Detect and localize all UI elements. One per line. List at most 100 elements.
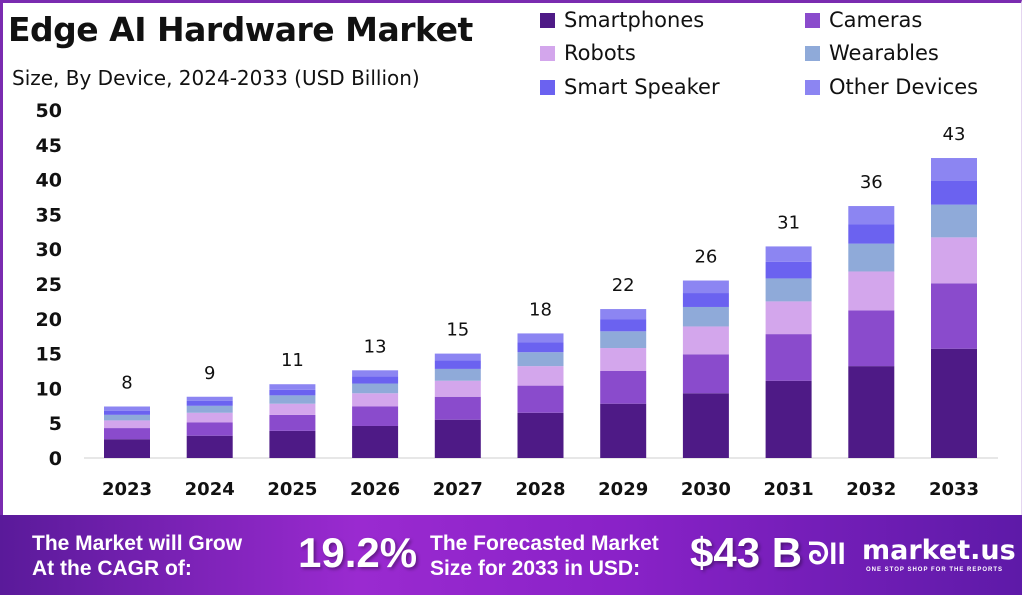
bar-total-label: 9 [204, 363, 215, 384]
bar-segment-wearables [600, 331, 647, 349]
legend-label: Smartphones [564, 8, 705, 32]
bar-segment-other-devices [352, 370, 399, 377]
bar-segment-robots [352, 393, 399, 407]
legend: Smartphones Cameras Robots Wearables Sma… [540, 8, 1010, 104]
bar-segment-cameras [352, 406, 399, 426]
legend-item-wearables: Wearables [805, 41, 939, 65]
legend-label: Wearables [829, 41, 939, 65]
bar-segment-smart-speaker [848, 224, 895, 244]
bar-segment-smart-speaker [352, 376, 399, 384]
y-tick-label: 15 [36, 344, 62, 366]
bar-segment-cameras [600, 371, 647, 404]
legend-item-other-devices: Other Devices [805, 75, 978, 99]
bar-segment-wearables [848, 243, 895, 272]
legend-label: Smart Speaker [564, 75, 720, 99]
x-tick-label: 2032 [846, 479, 896, 500]
bar-segment-other-devices [269, 384, 316, 390]
x-tick-label: 2033 [929, 479, 979, 500]
x-tick-label: 2027 [433, 479, 483, 500]
legend-item-smart-speaker: Smart Speaker [540, 75, 720, 99]
bar-total-label: 43 [943, 124, 966, 145]
legend-swatch [540, 45, 555, 61]
bar-segment-robots [186, 412, 233, 423]
bar-segment-other-devices [765, 246, 812, 262]
bar-segment-other-devices [517, 333, 564, 343]
bar-total-label: 31 [777, 212, 800, 233]
bar-segment-smartphones [352, 425, 399, 458]
y-tick-label: 25 [36, 274, 62, 296]
x-tick-label: 2030 [681, 479, 731, 500]
y-tick-label: 20 [36, 309, 62, 331]
bar-segment-wearables [931, 204, 977, 238]
bar-segment-cameras [517, 385, 564, 413]
legend-item-robots: Robots [540, 41, 636, 65]
bar-segment-smart-speaker [682, 293, 729, 307]
bar-total-label: 11 [281, 350, 304, 371]
bar-segment-smartphones [186, 435, 233, 458]
summary-banner: The Market will Grow At the CAGR of: 19.… [0, 515, 1022, 595]
bar-segment-wearables [186, 405, 233, 413]
bar-segment-robots [682, 326, 729, 355]
bar-segment-smart-speaker [186, 400, 233, 406]
x-tick-label: 2023 [102, 479, 152, 500]
forecast-value: $43 B [690, 529, 803, 576]
bar-segment-wearables [352, 383, 399, 394]
cagr-label: The Market will Grow At the CAGR of: [32, 531, 242, 581]
market-us-logo-icon: ᘐll [808, 538, 846, 571]
bar-segment-cameras [682, 354, 729, 394]
cagr-label-line1: The Market will Grow [32, 532, 243, 555]
bar-segment-smartphones [765, 380, 812, 458]
bar-segment-other-devices [848, 206, 895, 225]
bar-segment-robots [848, 271, 895, 311]
bar-segment-wearables [434, 368, 481, 381]
bar-segment-robots [104, 420, 150, 429]
legend-item-smartphones: Smartphones [540, 8, 704, 32]
bar-segment-smart-speaker [104, 410, 150, 415]
bar-total-label: 36 [860, 172, 883, 193]
bar-segment-smart-speaker [434, 360, 481, 369]
bar-segment-wearables [104, 414, 150, 421]
forecast-label-line1: The Forecasted Market [430, 532, 659, 555]
bar-segment-wearables [765, 278, 812, 302]
bar-segment-cameras [434, 396, 481, 420]
bar-segment-robots [600, 348, 647, 371]
chart-subtitle: Size, By Device, 2024-2033 (USD Billion) [12, 66, 420, 90]
bar-segment-wearables [682, 306, 729, 327]
bar-total-label: 26 [694, 247, 717, 268]
bar-total-label: 18 [529, 299, 552, 320]
bar-segment-smart-speaker [765, 261, 812, 279]
stacked-bar-chart: 0510152025303540455082023920241120251320… [36, 100, 998, 500]
bar-segment-robots [931, 237, 977, 284]
bar-segment-cameras [104, 428, 150, 440]
bar-segment-other-devices [600, 309, 647, 320]
bar-segment-smart-speaker [517, 342, 564, 353]
x-tick-label: 2026 [350, 479, 400, 500]
bar-segment-cameras [765, 334, 812, 381]
chart-title: Edge AI Hardware Market [8, 10, 473, 49]
x-tick-label: 2029 [598, 479, 648, 500]
bar-segment-robots [434, 380, 481, 397]
legend-swatch [540, 12, 555, 28]
bar-segment-smart-speaker [600, 319, 647, 332]
bar-segment-smartphones [434, 419, 481, 458]
bar-total-label: 13 [364, 336, 387, 357]
legend-item-cameras: Cameras [805, 8, 922, 32]
forecast-label-line2: Size for 2033 in USD: [430, 557, 641, 580]
bar-segment-smartphones [269, 430, 316, 458]
bar-segment-smartphones [600, 403, 647, 458]
forecast-label: The Forecasted Market Size for 2033 in U… [430, 531, 659, 581]
bar-segment-smartphones [848, 366, 895, 458]
bar-total-label: 22 [612, 275, 635, 296]
bar-segment-robots [765, 301, 812, 335]
bar-total-label: 15 [446, 320, 469, 341]
y-tick-label: 40 [36, 170, 62, 192]
bar-segment-wearables [517, 352, 564, 367]
bar-segment-smart-speaker [931, 180, 977, 205]
cagr-value: 19.2% [298, 529, 418, 576]
x-tick-label: 2028 [515, 479, 565, 500]
y-tick-label: 5 [49, 413, 62, 435]
bar-segment-other-devices [104, 406, 150, 411]
legend-swatch [540, 79, 555, 95]
bar-segment-other-devices [434, 353, 481, 361]
bar-segment-smartphones [682, 393, 729, 458]
